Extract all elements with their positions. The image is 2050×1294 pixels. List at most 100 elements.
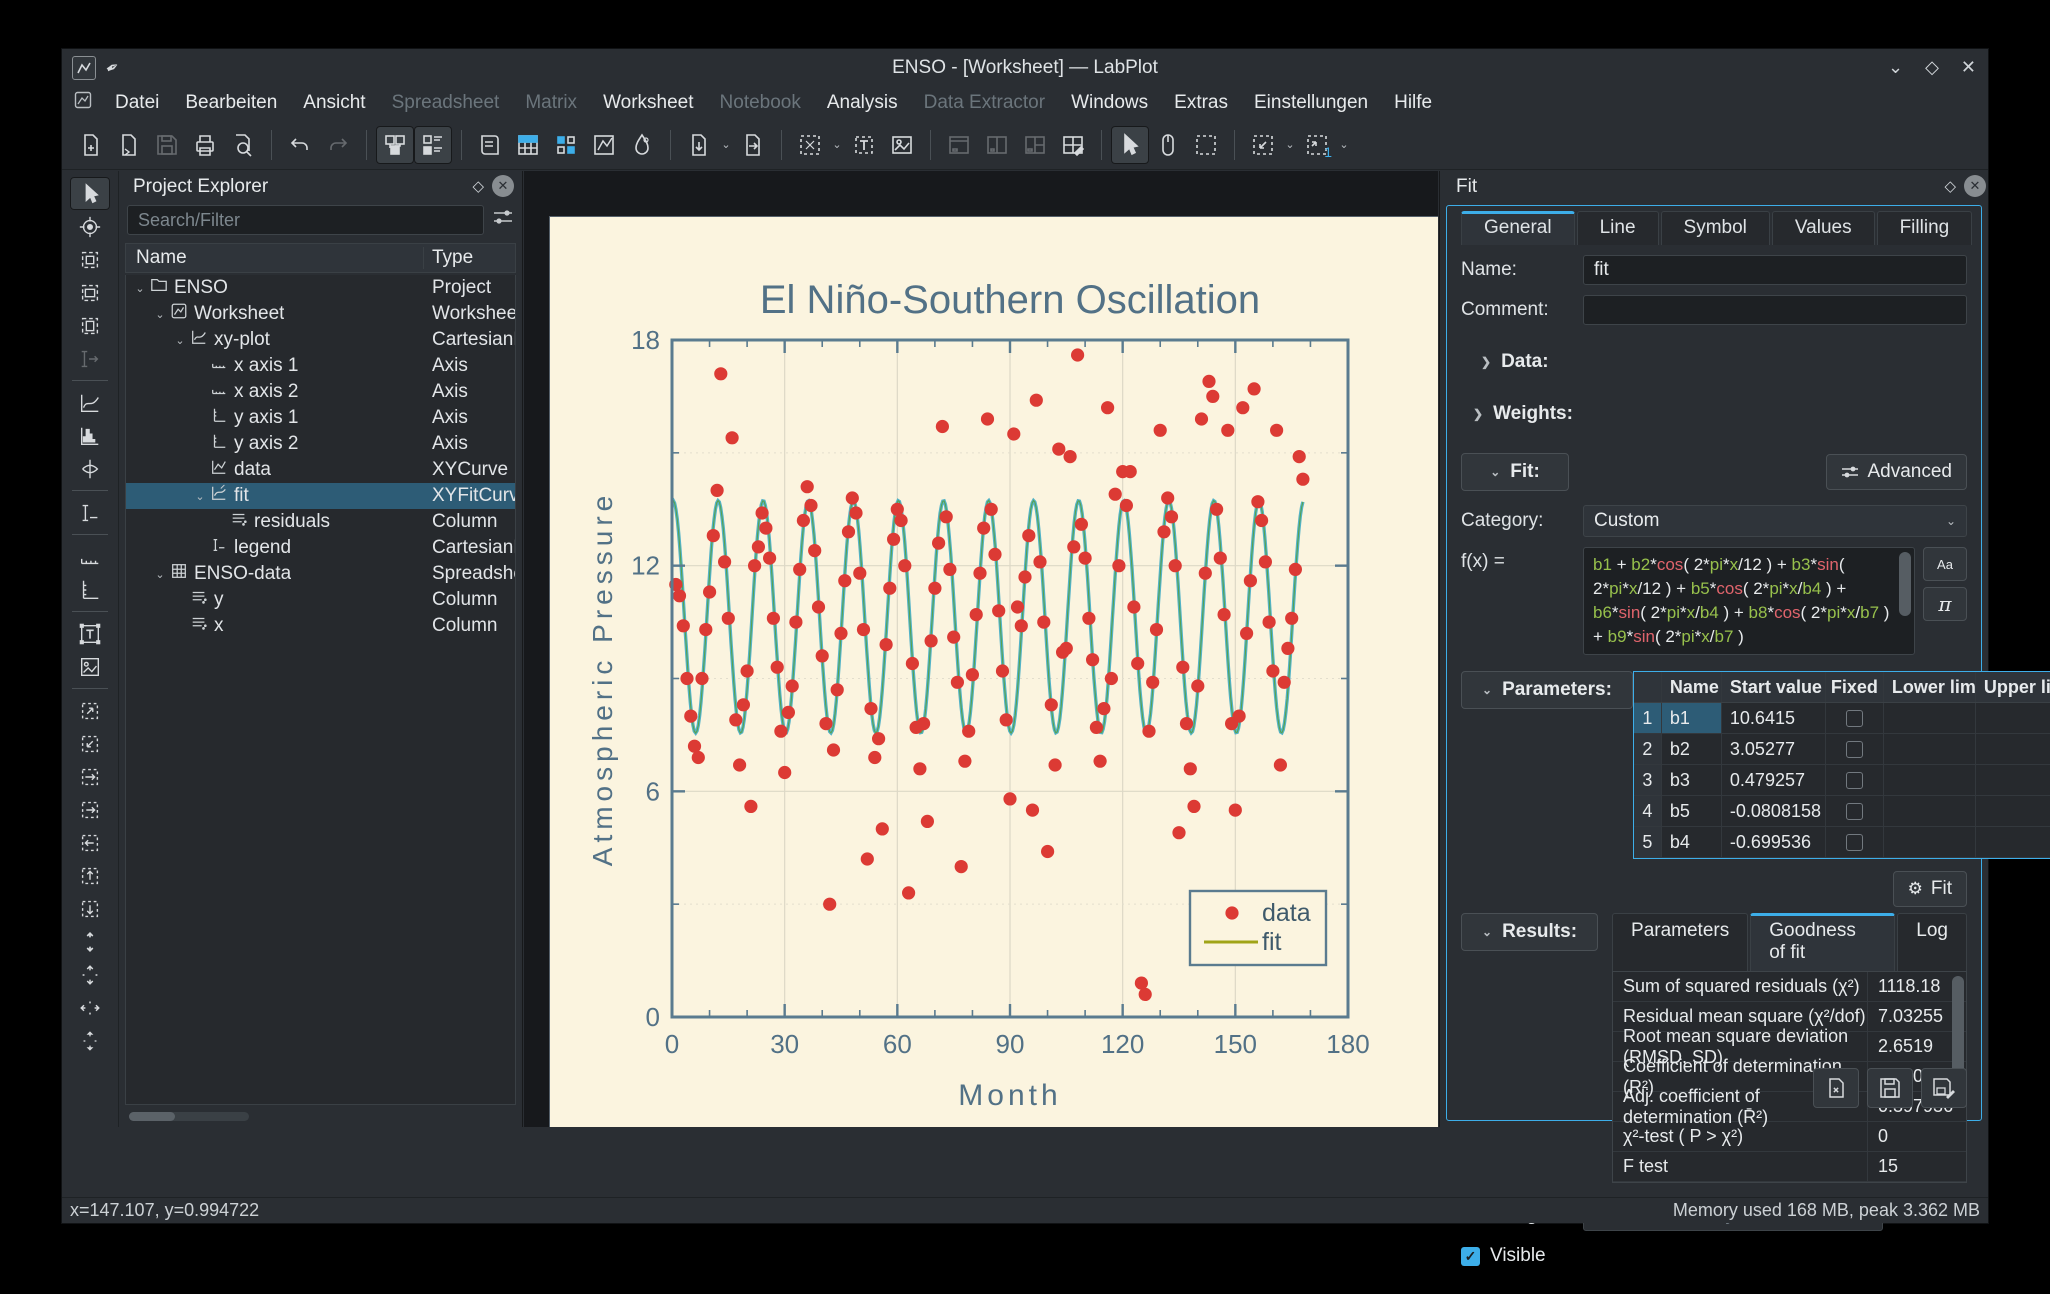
pane-edit-icon[interactable] <box>1054 126 1092 164</box>
undo-icon[interactable] <box>281 126 319 164</box>
new-worksheet-icon[interactable] <box>585 126 623 164</box>
results-tab-log[interactable]: Log <box>1897 913 1967 971</box>
new-matrix-icon[interactable] <box>547 126 585 164</box>
legend-icon[interactable] <box>70 496 110 529</box>
open-file-icon[interactable] <box>110 126 148 164</box>
color-maps-icon[interactable] <box>623 126 661 164</box>
chevron-down-icon[interactable]: ⌄ <box>155 568 165 581</box>
category-select[interactable]: Custom ⌄ <box>1583 505 1967 537</box>
scale-auto-icon[interactable] <box>70 925 110 958</box>
tree-item-x[interactable]: x Column <box>126 613 515 639</box>
new-workbook-icon[interactable] <box>471 126 509 164</box>
pointer-icon[interactable] <box>70 177 110 210</box>
tree-item-legend[interactable]: legend CartesianPlotLegend <box>126 535 515 561</box>
column-type[interactable]: Type <box>432 247 474 268</box>
results-tab-goodness-of-fit[interactable]: Goodness of fit <box>1750 913 1896 971</box>
chevron-down-icon[interactable]: ⌄ <box>721 139 731 151</box>
tree-item-y[interactable]: y Column <box>126 587 515 613</box>
comment-field[interactable] <box>1583 295 1967 325</box>
parameter-row-b3[interactable]: 3 b3 0.479257 <box>1633 765 2050 796</box>
menu-extras[interactable]: Extras <box>1174 92 1228 113</box>
fit-section-expander[interactable]: ⌄ Fit: <box>1461 453 1569 491</box>
shift-up-icon[interactable] <box>70 859 110 892</box>
parameter-row-b5[interactable]: 4 b5 -0.0808158 <box>1633 796 2050 827</box>
zoom-out-frame-icon[interactable] <box>70 727 110 760</box>
zoom-select-icon[interactable] <box>791 126 829 164</box>
properties-explorer-toggle-icon[interactable] <box>414 125 452 164</box>
worksheet-page[interactable]: 0 30 60 90 120 150 180 0 6 12 18 El Niño-Southern O… <box>550 217 1438 1127</box>
tab-line[interactable]: Line <box>1576 211 1659 245</box>
maximize-button[interactable]: ◇ <box>1925 57 1939 77</box>
tree-item-enso[interactable]: ⌄ ENSO Project <box>126 275 515 301</box>
name-field[interactable]: fit <box>1583 255 1967 285</box>
visible-checkbox[interactable]: ✓ <box>1461 1246 1480 1266</box>
fixed-checkbox[interactable] <box>1845 833 1863 851</box>
menu-ansicht[interactable]: Ansicht <box>303 92 366 113</box>
tab-values[interactable]: Values <box>1771 211 1875 245</box>
tree-item-x-axis-1[interactable]: x axis 1 Axis <box>126 353 515 379</box>
close-button[interactable]: ✕ <box>1960 57 1976 77</box>
xy-curve-icon[interactable] <box>70 386 110 419</box>
add-text-icon[interactable] <box>845 126 883 164</box>
save-button[interactable] <box>1867 1068 1913 1108</box>
formula-editor[interactable]: b1 + b2*cos( 2*pi*x/12 ) + b3*sin( 2*pi*… <box>1583 547 1915 655</box>
data-section-expander[interactable]: ❯ Data: <box>1481 351 1549 372</box>
tree-item-data[interactable]: data XYCurve <box>126 457 515 483</box>
zoom-in-frame-icon[interactable] <box>70 694 110 727</box>
add-image-icon[interactable] <box>883 126 921 164</box>
functions-button[interactable]: Aa <box>1923 547 1967 581</box>
results-section-expander[interactable]: ⌄ Results: <box>1461 913 1599 951</box>
image-icon[interactable] <box>70 650 110 683</box>
axis-horizontal-icon[interactable] <box>70 540 110 573</box>
print-preview-icon[interactable] <box>224 126 262 164</box>
chevron-down-icon[interactable]: ⌄ <box>155 308 165 321</box>
boxplot-icon[interactable] <box>70 452 110 485</box>
menu-analysis[interactable]: Analysis <box>826 92 898 113</box>
import-icon[interactable] <box>680 126 718 164</box>
export-icon[interactable] <box>734 126 772 164</box>
zoom-original-icon[interactable]: 1 <box>1298 126 1336 164</box>
parameter-row-b2[interactable]: 2 b2 3.05277 <box>1633 734 2050 765</box>
tab-filling[interactable]: Filling <box>1876 211 1973 245</box>
frame-dotted-b-icon[interactable] <box>70 276 110 309</box>
navigate-mouse-icon[interactable] <box>1149 126 1187 164</box>
filter-options-icon[interactable] <box>492 207 514 233</box>
text-label-icon[interactable] <box>70 617 110 650</box>
minimize-button[interactable]: ⌄ <box>1887 57 1904 77</box>
histogram-icon[interactable] <box>70 419 110 452</box>
constants-button[interactable]: π <box>1923 587 1967 621</box>
scrollbar[interactable] <box>1899 552 1911 616</box>
chevron-down-icon[interactable]: ⌄ <box>175 334 185 347</box>
shift-left-icon[interactable] <box>70 826 110 859</box>
shift-down-icon[interactable] <box>70 892 110 925</box>
fixed-checkbox[interactable] <box>1845 740 1863 758</box>
tab-general[interactable]: General <box>1461 211 1575 245</box>
scale-auto-x-icon[interactable] <box>70 958 110 991</box>
float-dock-icon[interactable]: ◇ <box>472 178 484 195</box>
new-file-icon[interactable] <box>72 126 110 164</box>
axis-vertical-icon[interactable] <box>70 573 110 606</box>
menu-windows[interactable]: Windows <box>1071 92 1149 113</box>
fixed-checkbox[interactable] <box>1845 771 1863 789</box>
save-as-button[interactable] <box>1921 1068 1967 1108</box>
frame-dotted-c-icon[interactable] <box>70 309 110 342</box>
fixed-checkbox[interactable] <box>1845 802 1863 820</box>
menu-bearbeiten[interactable]: Bearbeiten <box>185 92 278 113</box>
tree-item-worksheet[interactable]: ⌄ Worksheet Worksheet <box>126 301 515 327</box>
tree-item-enso-data[interactable]: ⌄ ENSO-data Spreadsheet <box>126 561 515 587</box>
select-region-icon[interactable] <box>1187 126 1225 164</box>
shift-right-icon[interactable] <box>70 793 110 826</box>
tree-item-fit[interactable]: ⌄ fit XYFitCurve <box>126 483 515 509</box>
tab-symbol[interactable]: Symbol <box>1660 211 1770 245</box>
fixed-checkbox[interactable] <box>1845 709 1863 727</box>
chevron-down-icon[interactable]: ⌄ <box>195 490 205 503</box>
parameter-row-b1[interactable]: 1 b1 10.6415 <box>1633 703 2050 734</box>
weights-section-expander[interactable]: ❯ Weights: <box>1473 403 1573 424</box>
worksheet-view[interactable]: 0 30 60 90 120 150 180 0 6 12 18 El Niño-Southern O… <box>524 171 1438 1127</box>
close-dock-icon[interactable]: ✕ <box>492 175 514 197</box>
menu-einstellungen[interactable]: Einstellungen <box>1254 92 1369 113</box>
project-explorer-toggle-icon[interactable] <box>376 125 414 164</box>
scale-all-icon[interactable] <box>70 1024 110 1057</box>
tree-item-x-axis-2[interactable]: x axis 2 Axis <box>126 379 515 405</box>
